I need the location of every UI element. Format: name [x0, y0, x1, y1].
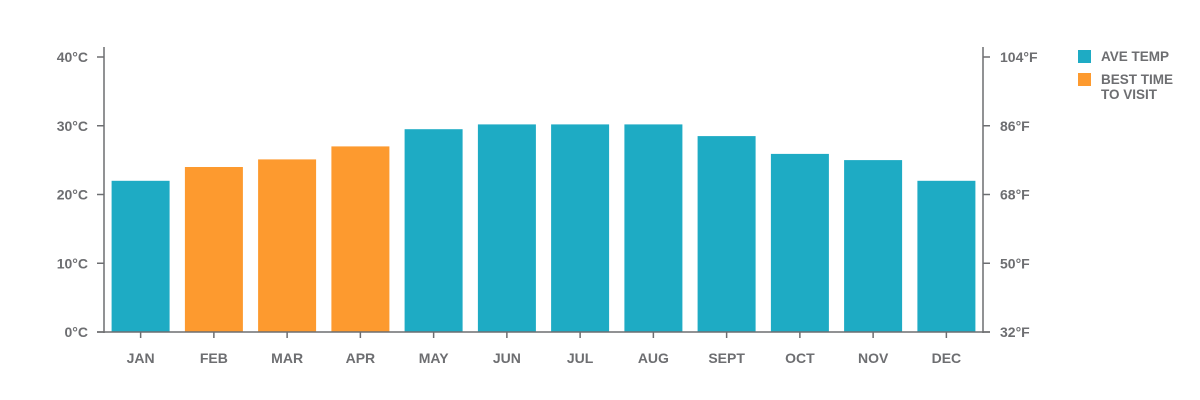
- bar-mar: [258, 159, 317, 332]
- bar-jan: [111, 180, 170, 333]
- axes-group: [97, 47, 990, 338]
- y-tick-label-right: 104°F: [1000, 49, 1038, 65]
- x-tick-label: AUG: [638, 350, 669, 366]
- bar-jul: [551, 124, 610, 333]
- legend-label-ave-temp: AVE TEMP: [1101, 49, 1170, 64]
- x-tick-label: FEB: [200, 350, 228, 366]
- bar-sept: [697, 136, 756, 332]
- x-tick-label: NOV: [858, 350, 889, 366]
- y-tick-label-right: 50°F: [1000, 255, 1030, 271]
- bar-apr: [331, 146, 390, 332]
- x-tick-label: JUL: [567, 350, 594, 366]
- x-tick-label: MAR: [271, 350, 303, 366]
- y-tick-label-right: 86°F: [1000, 118, 1030, 134]
- y-tick-label-left: 0°C: [65, 324, 89, 340]
- bar-may: [404, 129, 463, 332]
- y-tick-label-left: 20°C: [57, 187, 88, 203]
- y-tick-label-left: 40°C: [57, 49, 88, 65]
- x-tick-label: JAN: [127, 350, 155, 366]
- x-tick-label: APR: [346, 350, 376, 366]
- legend-item-best-time: BEST TIME TO VISIT: [1078, 72, 1181, 102]
- legend-swatch-best-time: [1078, 73, 1091, 86]
- x-tick-label: JUN: [493, 350, 521, 366]
- labels-group: JAN FEB MAR APR MAY JUN JUL AUG SEPT OCT NOV DEC 0°C…: [57, 49, 1038, 366]
- y-tick-label-right: 68°F: [1000, 187, 1030, 203]
- legend-swatch-ave-temp: [1078, 50, 1091, 63]
- legend: AVE TEMP BEST TIME TO VISIT: [1078, 49, 1181, 110]
- y-tick-label-left: 30°C: [57, 118, 88, 134]
- bar-oct: [770, 153, 829, 332]
- legend-item-ave-temp: AVE TEMP: [1078, 49, 1181, 64]
- bar-jun: [477, 124, 536, 333]
- legend-label-best-time: BEST TIME TO VISIT: [1101, 72, 1174, 102]
- bar-nov: [844, 160, 903, 332]
- bar-aug: [624, 124, 683, 333]
- x-tick-label: OCT: [785, 350, 815, 366]
- bars-group: [111, 124, 976, 333]
- x-tick-label: SEPT: [708, 350, 745, 366]
- x-tick-label: MAY: [419, 350, 449, 366]
- y-tick-label-right: 32°F: [1000, 324, 1030, 340]
- y-tick-label-left: 10°C: [57, 255, 88, 271]
- bar-dec: [917, 180, 976, 333]
- x-tick-label: DEC: [932, 350, 962, 366]
- bar-feb: [184, 167, 243, 332]
